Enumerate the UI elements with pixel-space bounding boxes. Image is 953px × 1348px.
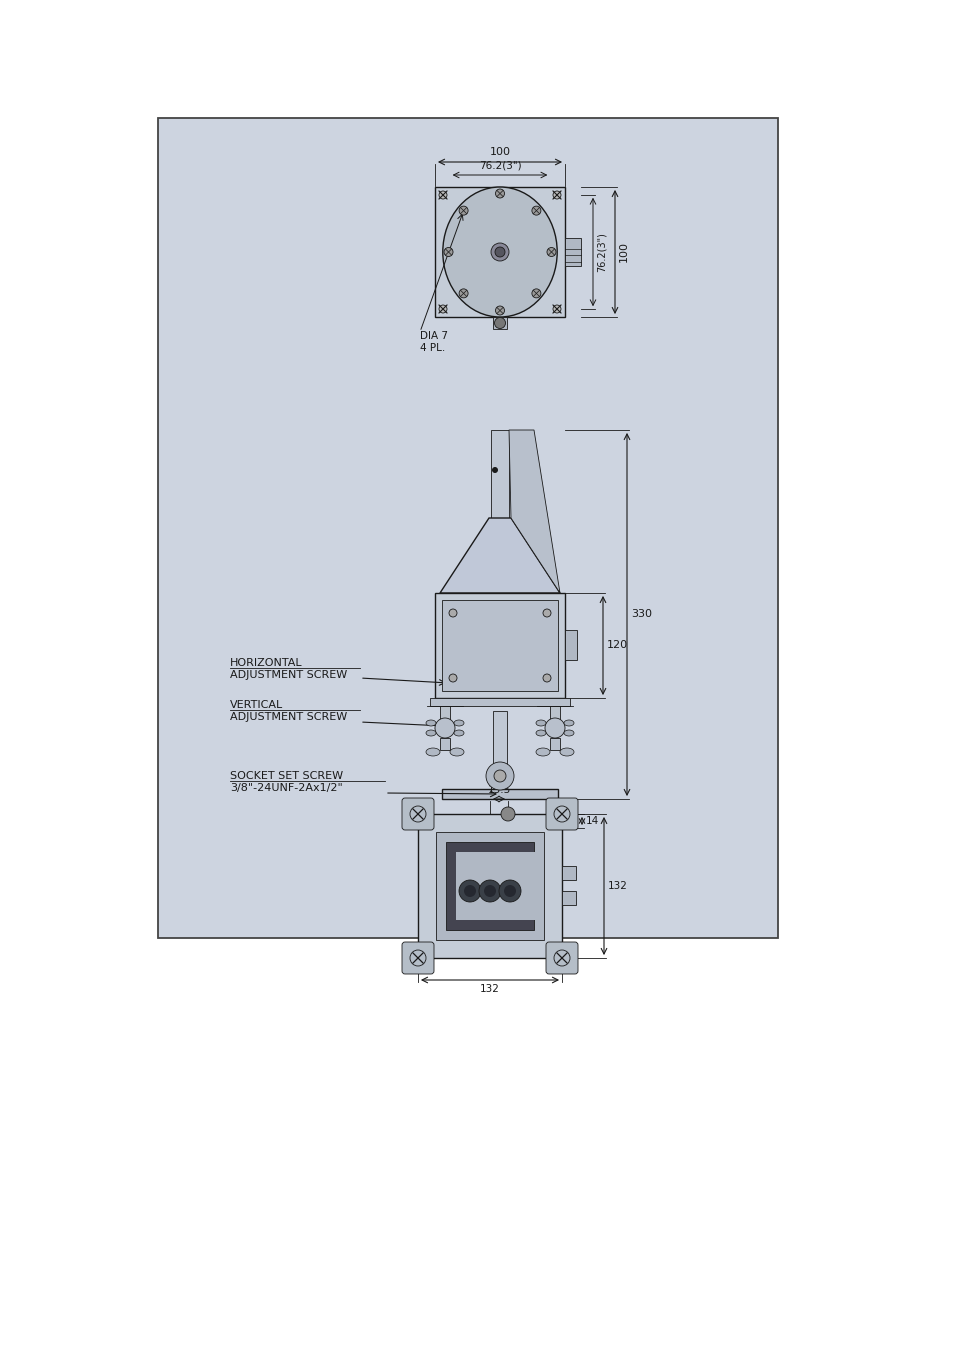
Text: ADJUSTMENT SCREW: ADJUSTMENT SCREW (230, 712, 347, 723)
FancyBboxPatch shape (545, 942, 578, 975)
Text: 132: 132 (607, 882, 627, 891)
Ellipse shape (536, 720, 545, 727)
Bar (430, 698, 569, 706)
Bar (550, 706, 559, 727)
Circle shape (458, 880, 480, 902)
Polygon shape (439, 518, 559, 593)
Bar (439, 706, 450, 727)
Bar (417, 814, 561, 958)
Bar (564, 239, 580, 266)
Polygon shape (509, 430, 559, 593)
FancyBboxPatch shape (401, 798, 434, 830)
Circle shape (438, 191, 447, 200)
Circle shape (532, 288, 540, 298)
Bar (158, 119, 778, 938)
Text: 76.2(3"): 76.2(3") (478, 160, 520, 171)
Bar (456, 852, 523, 919)
Bar (441, 789, 558, 799)
Circle shape (500, 807, 515, 821)
Text: 100: 100 (489, 147, 510, 156)
Circle shape (410, 806, 426, 822)
Bar (493, 317, 506, 329)
Text: ADJUSTMENT SCREW: ADJUSTMENT SCREW (230, 670, 347, 679)
Text: HORIZONTAL: HORIZONTAL (230, 658, 302, 669)
Circle shape (494, 770, 505, 782)
Circle shape (544, 718, 564, 737)
Circle shape (553, 191, 560, 200)
Text: 15.5: 15.5 (487, 785, 510, 795)
Bar (441, 600, 558, 692)
Ellipse shape (559, 748, 574, 756)
Bar (491, 430, 509, 518)
Circle shape (546, 248, 556, 256)
Ellipse shape (426, 748, 439, 756)
Circle shape (491, 243, 509, 262)
Circle shape (503, 886, 516, 896)
Ellipse shape (563, 720, 574, 727)
Circle shape (449, 609, 456, 617)
Bar (493, 710, 506, 771)
Ellipse shape (426, 720, 436, 727)
Bar (435, 593, 564, 698)
Circle shape (463, 886, 476, 896)
Circle shape (553, 305, 560, 313)
Text: 100: 100 (618, 241, 628, 263)
Bar (564, 630, 577, 661)
Circle shape (554, 806, 569, 822)
Circle shape (495, 247, 504, 257)
Ellipse shape (454, 731, 463, 736)
FancyBboxPatch shape (401, 942, 434, 975)
Bar (435, 187, 564, 317)
Bar (436, 832, 543, 940)
Text: 14: 14 (585, 816, 598, 826)
Circle shape (449, 674, 456, 682)
Text: 3/8"-24UNF-2Ax1/2": 3/8"-24UNF-2Ax1/2" (230, 783, 342, 793)
Ellipse shape (536, 731, 545, 736)
Circle shape (494, 318, 505, 329)
Circle shape (492, 466, 497, 473)
Text: VERTICAL: VERTICAL (230, 700, 283, 710)
Circle shape (554, 950, 569, 967)
Circle shape (458, 206, 468, 216)
Ellipse shape (563, 731, 574, 736)
Circle shape (443, 248, 453, 256)
Bar (521, 852, 536, 919)
Circle shape (438, 305, 447, 313)
Bar (550, 737, 559, 749)
Circle shape (542, 674, 551, 682)
Text: 132: 132 (479, 984, 499, 993)
Ellipse shape (450, 748, 463, 756)
Text: 76.2(3"): 76.2(3") (597, 232, 606, 272)
Ellipse shape (536, 748, 550, 756)
Bar (561, 865, 576, 880)
Ellipse shape (442, 187, 557, 317)
Circle shape (483, 886, 496, 896)
Text: 120: 120 (606, 640, 627, 650)
Circle shape (542, 609, 551, 617)
Circle shape (435, 718, 455, 737)
Circle shape (495, 189, 504, 198)
Bar (561, 891, 576, 905)
Bar (439, 737, 450, 749)
Ellipse shape (454, 720, 463, 727)
Text: SOCKET SET SCREW: SOCKET SET SCREW (230, 771, 343, 780)
FancyBboxPatch shape (545, 798, 578, 830)
Bar (446, 842, 534, 930)
Circle shape (458, 288, 468, 298)
Circle shape (495, 306, 504, 315)
Ellipse shape (426, 731, 436, 736)
Circle shape (498, 880, 520, 902)
Circle shape (410, 950, 426, 967)
Circle shape (485, 762, 514, 790)
Text: DIA 7
4 PL.: DIA 7 4 PL. (419, 332, 448, 353)
Circle shape (478, 880, 500, 902)
Circle shape (532, 206, 540, 216)
Text: 330: 330 (630, 609, 651, 619)
